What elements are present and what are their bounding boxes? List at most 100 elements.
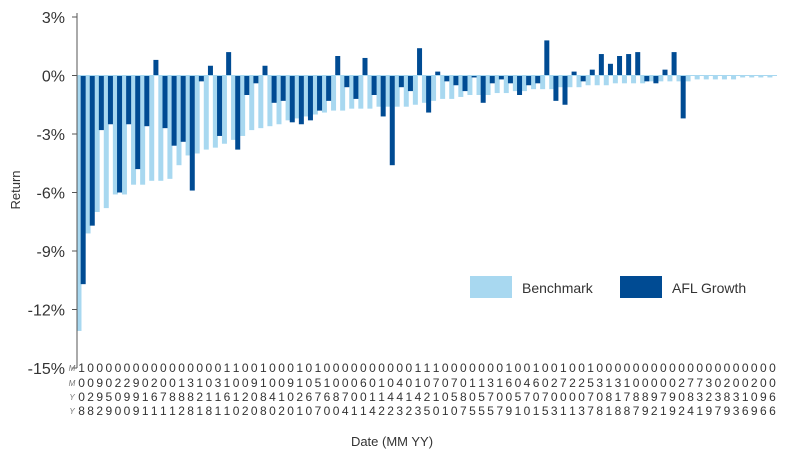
benchmark-bar [567,75,573,88]
afl-growth-bar [180,75,186,142]
afl-growth-bar [371,75,377,95]
afl-growth-bar [662,69,668,76]
benchmark-bar [467,75,473,95]
benchmark-bar [431,75,437,101]
afl-growth-bar [307,75,313,121]
afl-growth-bar [335,56,341,76]
x-axis-key-letter: M [69,379,76,388]
x-axis-key-letter: Y [69,393,75,402]
afl-growth-bar [417,48,423,76]
benchmark-bar [121,75,127,195]
afl-growth-bar [144,75,150,127]
benchmark-bar [676,75,682,82]
legend-label-afl-growth: AFL Growth [672,280,746,296]
afl-growth-bar [80,75,86,285]
legend-swatch-afl-growth [620,276,662,298]
benchmark-bar [94,75,100,212]
benchmark-bar [494,75,500,94]
afl-growth-bar [380,75,386,117]
afl-growth-bar [253,75,259,84]
afl-growth-bar [189,75,195,191]
afl-growth-bar [553,75,559,101]
y-axis-title: Return [8,170,23,209]
afl-growth-bar [644,75,650,82]
afl-growth-bar [444,75,450,82]
afl-growth-bar [607,63,613,76]
benchmark-bar [449,75,455,99]
benchmark-bar [767,75,773,78]
benchmark-bar [658,75,664,82]
benchmark-bar [485,75,491,95]
benchmark-bar [631,75,637,84]
benchmark-bar [621,75,627,84]
afl-growth-bar [171,75,177,146]
afl-growth-bar [353,75,359,99]
benchmark-bar [731,75,737,80]
afl-growth-bar [544,40,550,76]
afl-growth-bar [498,75,504,80]
x-axis-key-letter: Y [69,407,75,416]
benchmark-bar [594,75,600,86]
benchmark-bar [394,75,400,107]
y-tick-label: -6% [37,186,65,203]
afl-growth-bar [244,75,250,95]
afl-growth-bar [580,75,586,82]
afl-growth-bar [489,75,495,84]
benchmark-bar [576,75,582,88]
benchmark-bar [749,75,755,78]
benchmark-bar [340,75,346,111]
afl-growth-bar [435,71,441,76]
afl-growth-bar [426,75,432,113]
afl-growth-bar [453,75,459,86]
benchmark-bar [221,75,227,144]
benchmark-bar [649,75,655,82]
benchmark-bar [358,75,364,109]
y-tick-label: -9% [37,244,65,261]
y-tick-label: 3% [42,10,65,27]
afl-growth-bar [480,75,486,103]
benchmark-bar [740,75,746,78]
afl-growth-bar [98,75,104,131]
afl-growth-bar [226,52,232,76]
afl-growth-bar [653,75,659,84]
benchmark-bar [149,75,155,181]
benchmark-bar [231,75,237,140]
benchmark-bar [276,75,282,125]
afl-growth-bar [535,75,541,84]
afl-growth-bar [526,75,532,86]
afl-growth-bar [389,75,395,166]
